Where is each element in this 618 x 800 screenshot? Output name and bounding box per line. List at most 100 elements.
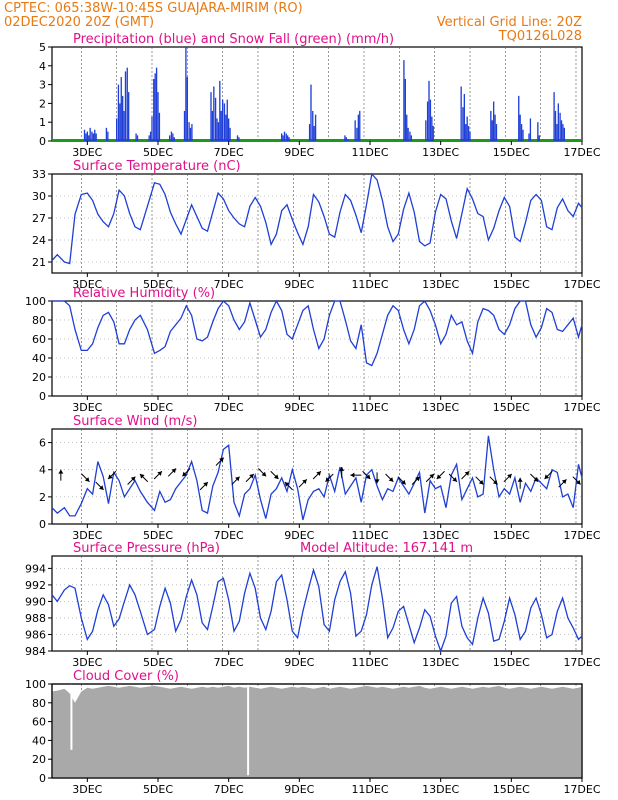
wind-arrow [374, 472, 380, 484]
precip-bar [115, 118, 118, 141]
precip-bar [426, 101, 429, 141]
wind-arrow [572, 476, 581, 485]
wind-arrow [558, 479, 567, 488]
y-tick-label: 984 [25, 645, 46, 658]
header-grid-line: Vertical Grid Line: 20Z [437, 15, 582, 30]
wind-arrow [153, 470, 163, 480]
precip-bar [85, 133, 87, 141]
precip-bar [223, 103, 226, 141]
precip-bar [211, 110, 214, 141]
precip-bar [469, 131, 471, 141]
x-tick-label: 11DEC [351, 146, 388, 159]
precip-bar [518, 95, 520, 141]
wind-arrow [245, 473, 255, 483]
precip-bar [308, 124, 311, 141]
precip-bar [563, 127, 565, 141]
wind-arrow [312, 470, 322, 480]
precip-bar [105, 127, 108, 141]
x-tick-label: 13DEC [422, 146, 459, 159]
precip-bar [135, 133, 137, 141]
y-tick-label: 990 [25, 595, 46, 608]
precip-bar [189, 127, 192, 141]
header-run-time: 02DEC2020 20Z (GMT) [4, 15, 154, 30]
x-tick-label: 15DEC [493, 529, 530, 542]
header-station: CPTEC: 065:38W-10:45S GUAJARA-MIRIM (RO) [4, 1, 303, 16]
precip-bar [217, 122, 220, 141]
wind-arrow [397, 476, 407, 485]
precip-bar [466, 116, 468, 141]
precip-bar [460, 86, 462, 141]
precip-bar [185, 47, 187, 141]
y-tick-label: 30 [32, 190, 46, 203]
x-tick-label: 3DEC [72, 278, 102, 291]
rh-frame [51, 300, 583, 397]
wind-arrow [517, 477, 523, 489]
x-tick-label: 13DEC [422, 529, 459, 542]
wind-arrow [58, 469, 64, 481]
precip-bar [465, 124, 467, 141]
precip-bar [529, 118, 532, 141]
wind-title: Surface Wind (m/s) [73, 414, 197, 429]
precip-bar [520, 124, 523, 141]
pressure-series-line [51, 566, 583, 653]
precip-bar [493, 101, 495, 141]
y-tick-label: 27 [32, 212, 46, 225]
wind-arrow [95, 481, 104, 491]
precip-bar [229, 127, 231, 141]
precip-bar [158, 112, 161, 141]
wind-arrow [339, 466, 345, 478]
precip-bar [168, 135, 171, 141]
y-tick-label: 2 [39, 491, 46, 504]
x-tick-label: 3DEC [72, 401, 102, 414]
x-tick-label: 7DEC [214, 146, 244, 159]
precip-bar [283, 131, 286, 141]
precip-bar [428, 80, 430, 141]
cloud-title: Cloud Cover (%) [73, 669, 179, 684]
precip-bar [148, 135, 150, 141]
precip-bar [83, 129, 86, 141]
y-tick-label: 100 [25, 678, 46, 691]
precip-bar [282, 135, 284, 141]
wind-arrow [215, 457, 225, 466]
pressure-panel: 984 986 988 990 992 994 3DEC 5DEC 7DEC 9DEC 11DEC 1… [25, 541, 601, 669]
y-tick-label: 21 [32, 256, 46, 269]
precip-bar [89, 127, 91, 141]
precip-bar [429, 99, 432, 141]
precip-bar [359, 110, 361, 141]
precip-bar [238, 137, 240, 141]
precip-bar [357, 114, 360, 141]
wind-arrow [284, 481, 293, 491]
x-tick-label: 9DEC [284, 401, 314, 414]
precip-bar [119, 103, 121, 141]
wind-arrow [461, 470, 470, 480]
precip-frame [51, 46, 583, 142]
precip-bar [410, 135, 413, 141]
precip-bar [554, 110, 557, 141]
precip-bar [560, 120, 563, 141]
y-tick-label: 40 [32, 352, 46, 365]
y-tick-label: 1 [39, 116, 46, 129]
precip-bar [556, 124, 558, 141]
wind-arrow [325, 473, 334, 483]
precip-bar [288, 137, 290, 141]
precip-bar [495, 124, 498, 141]
precip-bar [432, 125, 434, 141]
precip-bar [107, 131, 109, 141]
header-code: TQ0126L028 [498, 29, 582, 44]
x-tick-label: 15DEC [493, 656, 530, 669]
precip-bar [191, 124, 193, 141]
x-tick-label: 15DEC [493, 783, 530, 796]
precip-bar [86, 131, 88, 141]
x-tick-label: 11DEC [351, 401, 388, 414]
x-tick-label: 11DEC [351, 656, 388, 669]
x-tick-label: 17DEC [563, 401, 600, 414]
x-tick-label: 13DEC [422, 278, 459, 291]
precip-bar [220, 110, 222, 141]
x-tick-label: 3DEC [72, 529, 102, 542]
y-tick-label: 988 [25, 612, 46, 625]
precip-bar [425, 120, 427, 141]
precip-bar [123, 110, 125, 141]
wind-arrow [231, 476, 240, 485]
cloud-frame-outline [51, 683, 583, 779]
